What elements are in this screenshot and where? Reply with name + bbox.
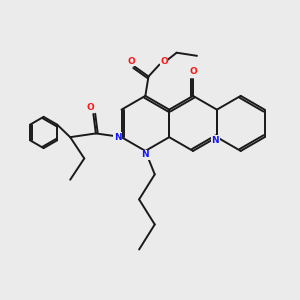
Text: N: N (212, 136, 219, 145)
Text: N: N (142, 150, 149, 159)
Text: O: O (86, 103, 94, 112)
Text: O: O (160, 57, 168, 66)
Text: O: O (128, 57, 135, 66)
Text: O: O (190, 67, 197, 76)
Text: N: N (114, 133, 122, 142)
